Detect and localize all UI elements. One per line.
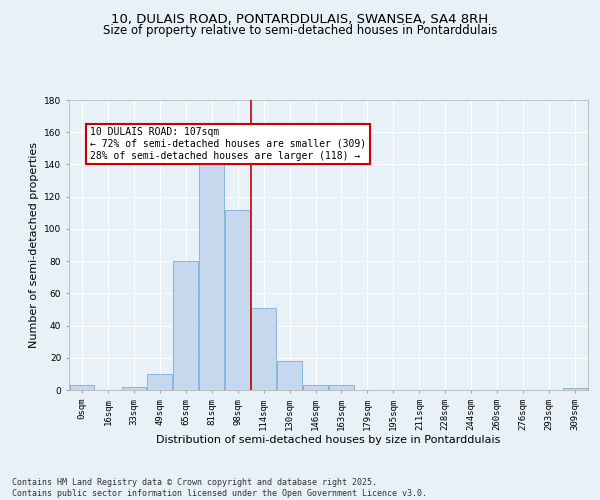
Bar: [70, 385, 94, 390]
Bar: [277, 361, 302, 390]
Text: 10 DULAIS ROAD: 107sqm
← 72% of semi-detached houses are smaller (309)
28% of se: 10 DULAIS ROAD: 107sqm ← 72% of semi-det…: [90, 128, 366, 160]
Bar: [148, 374, 172, 390]
Text: Size of property relative to semi-detached houses in Pontarddulais: Size of property relative to semi-detach…: [103, 24, 497, 37]
Bar: [199, 153, 224, 390]
Text: 10, DULAIS ROAD, PONTARDDULAIS, SWANSEA, SA4 8RH: 10, DULAIS ROAD, PONTARDDULAIS, SWANSEA,…: [112, 12, 488, 26]
X-axis label: Distribution of semi-detached houses by size in Pontarddulais: Distribution of semi-detached houses by …: [157, 436, 500, 446]
Bar: [303, 385, 328, 390]
Bar: [122, 387, 146, 390]
Bar: [226, 210, 250, 390]
Text: Contains HM Land Registry data © Crown copyright and database right 2025.
Contai: Contains HM Land Registry data © Crown c…: [12, 478, 427, 498]
Bar: [563, 388, 587, 390]
Bar: [329, 385, 354, 390]
Bar: [251, 308, 276, 390]
Y-axis label: Number of semi-detached properties: Number of semi-detached properties: [29, 142, 38, 348]
Bar: [173, 261, 198, 390]
